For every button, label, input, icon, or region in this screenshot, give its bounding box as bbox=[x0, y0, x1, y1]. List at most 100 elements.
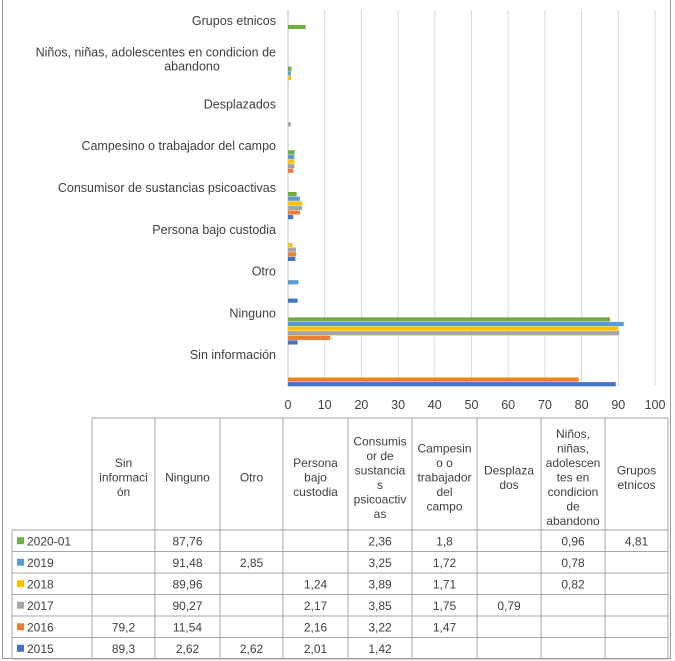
table-cell: 3,85 bbox=[368, 599, 392, 613]
table-cell: 2,62 bbox=[176, 642, 200, 656]
table-cell: 89,3 bbox=[112, 642, 136, 656]
x-tick-label: 50 bbox=[465, 398, 479, 412]
category-label: Desplazados bbox=[204, 97, 276, 111]
table-cell: 1,47 bbox=[433, 620, 457, 634]
x-tick-label: 10 bbox=[318, 398, 332, 412]
bar-2018 bbox=[288, 201, 303, 206]
table-header: Persona bajo custodia bbox=[293, 456, 338, 499]
bar-2018 bbox=[288, 326, 619, 331]
table-cell: 3,22 bbox=[368, 620, 392, 634]
bar-2017 bbox=[288, 247, 296, 252]
x-tick-label: 30 bbox=[391, 398, 405, 412]
table-cell: 0,96 bbox=[561, 534, 585, 548]
table-cell: 1,8 bbox=[436, 534, 453, 548]
table-cell: 3,25 bbox=[368, 556, 392, 570]
table-cell: 4,81 bbox=[625, 534, 649, 548]
bar-2018 bbox=[288, 159, 295, 164]
legend-label: 2018 bbox=[27, 577, 54, 591]
bar-2020-01 bbox=[288, 150, 295, 155]
legend-label: 2017 bbox=[27, 599, 54, 613]
bar-2018 bbox=[288, 242, 293, 248]
category-label: Sin información bbox=[190, 348, 276, 362]
bar-2019 bbox=[288, 154, 295, 160]
table-cell: 2,17 bbox=[304, 599, 328, 613]
table-header: Niños, niñas, adolescen tes en condicion de ab… bbox=[546, 427, 601, 528]
table-cell: 2,36 bbox=[368, 534, 392, 548]
bar-2019 bbox=[288, 321, 624, 327]
bar-2016 bbox=[288, 335, 331, 340]
x-tick-label: 60 bbox=[501, 398, 515, 412]
bar-2020-01 bbox=[288, 66, 292, 71]
table-header: Desplaza dos bbox=[484, 463, 534, 492]
table-cell: 1,24 bbox=[304, 577, 328, 591]
bar-2016 bbox=[288, 210, 300, 215]
table-cell: 0,82 bbox=[561, 577, 585, 591]
table-cell: 1,42 bbox=[368, 642, 392, 656]
table-cell: 89,96 bbox=[172, 577, 202, 591]
category-label: Niños, niñas, adolescentes en condicion … bbox=[36, 46, 276, 74]
x-tick-label: 90 bbox=[611, 398, 625, 412]
table-cell: 87,76 bbox=[172, 534, 202, 548]
table-header: Grupos etnicos bbox=[617, 463, 656, 492]
legend-label: 2019 bbox=[27, 556, 54, 570]
table-cell: 91,48 bbox=[172, 556, 202, 570]
category-label: Ninguno bbox=[229, 306, 276, 320]
bar-2017 bbox=[288, 164, 295, 169]
x-tick-label: 40 bbox=[428, 398, 442, 412]
table-cell: 0,79 bbox=[497, 599, 521, 613]
bar-2019 bbox=[288, 71, 291, 76]
bar-2017 bbox=[288, 331, 620, 336]
legend-swatch bbox=[17, 537, 24, 545]
table-cell: 2,01 bbox=[304, 642, 328, 656]
table-cell: 1,72 bbox=[433, 556, 457, 570]
table-header: Otro bbox=[240, 471, 264, 485]
table-header: Ninguno bbox=[165, 471, 210, 485]
bar-2018 bbox=[288, 75, 292, 81]
bar-2020-01 bbox=[288, 192, 297, 197]
x-tick-label: 0 bbox=[285, 398, 292, 412]
table-header: Sin informaci ón bbox=[99, 456, 148, 499]
table-cell: 1,71 bbox=[433, 577, 457, 591]
category-label: Grupos etnicos bbox=[192, 14, 276, 28]
bar-2015 bbox=[288, 340, 298, 345]
legend-swatch bbox=[17, 558, 24, 566]
table-header: Consumis or de sustancia s psicoactiv as bbox=[353, 434, 406, 521]
table-cell: 0,78 bbox=[561, 556, 585, 570]
table-cell: 90,27 bbox=[172, 599, 202, 613]
bar-2015 bbox=[288, 256, 296, 261]
bar-2015 bbox=[288, 382, 616, 387]
table-cell: 2,85 bbox=[240, 556, 264, 570]
bar-2017 bbox=[288, 205, 303, 210]
x-tick-label: 20 bbox=[354, 398, 368, 412]
table-header: Campesin o o trabajador del campo bbox=[417, 442, 471, 514]
bar-2020-01 bbox=[288, 24, 306, 30]
category-label: Otro bbox=[252, 265, 276, 279]
legend-label: 2020-01 bbox=[27, 534, 71, 548]
category-label: Campesino o trabajador del campo bbox=[81, 139, 276, 153]
table-cell: 11,54 bbox=[173, 620, 202, 634]
table-cell: 2,16 bbox=[304, 620, 328, 634]
legend-swatch bbox=[17, 623, 24, 631]
bar-2016 bbox=[288, 377, 579, 382]
table-cell: 3,89 bbox=[368, 577, 392, 591]
legend-swatch bbox=[17, 601, 24, 609]
table-cell: 2,62 bbox=[240, 642, 264, 656]
table-cell: 1,75 bbox=[433, 599, 457, 613]
bar-2017 bbox=[288, 122, 291, 127]
legend-label: 2016 bbox=[27, 620, 54, 634]
bar-2016 bbox=[288, 252, 296, 257]
category-label: Consumisor de sustancias psicoactivas bbox=[58, 181, 276, 195]
x-tick-label: 80 bbox=[575, 398, 589, 412]
bar-2019 bbox=[288, 196, 300, 201]
bar-2015 bbox=[288, 298, 298, 303]
legend-swatch bbox=[17, 580, 24, 588]
bar-2019 bbox=[288, 280, 299, 285]
bar-2020-01 bbox=[288, 317, 611, 322]
x-tick-label: 100 bbox=[645, 398, 666, 412]
bar-2015 bbox=[288, 215, 294, 220]
legend-swatch bbox=[17, 644, 24, 652]
category-label: Persona bajo custodia bbox=[152, 223, 276, 237]
legend-label: 2015 bbox=[27, 642, 54, 656]
table-cell: 79,2 bbox=[112, 620, 136, 634]
